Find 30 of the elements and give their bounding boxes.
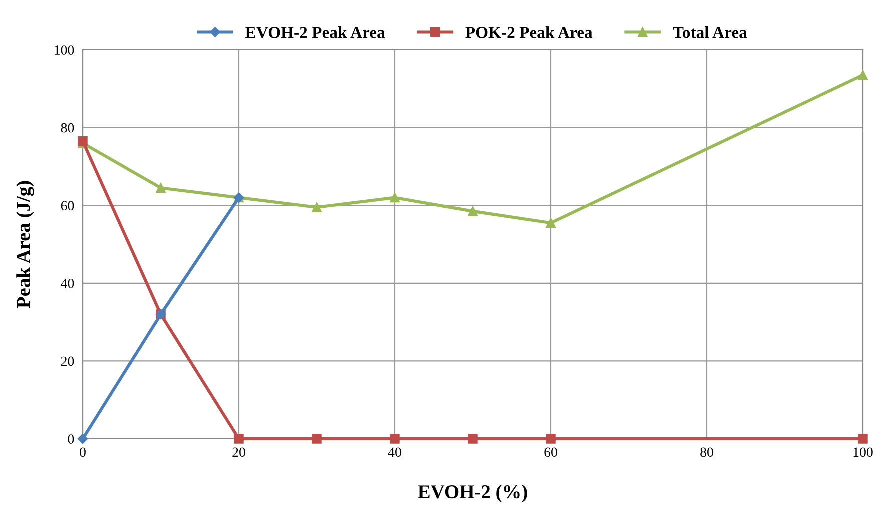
y-tick-label: 20 [61,356,74,366]
point [468,206,478,216]
y-tick-label: 40 [61,278,74,288]
x-axis-title: EVOH-2 (%) [418,484,528,503]
y-tick-label: 80 [61,123,74,133]
point [390,192,400,203]
y-tick-label: 60 [61,201,74,211]
legend-label: EVOH-2 Peak Area [246,26,386,38]
point [546,434,556,444]
x-tick-label: 20 [232,448,246,458]
x-tick-label: 80 [700,448,714,458]
point [858,434,868,444]
point [390,434,400,444]
point [546,218,556,228]
x-tick-label: 0 [80,448,86,458]
point [78,434,88,444]
point [312,434,322,444]
point [312,202,322,212]
point [156,183,166,193]
y-tick-label: 0 [68,434,74,444]
point [234,434,244,444]
x-tick-label: 100 [854,448,873,458]
y-axis-title: Peak Area (J/g) [16,181,34,308]
legend-label: POK-2 Peak Area [466,26,593,38]
point [468,434,478,444]
point [858,70,868,80]
x-tick-label: 60 [544,448,558,458]
legend-label: Total Area [673,26,748,38]
y-tick-label: 100 [55,46,74,55]
x-tick-label: 40 [388,448,402,458]
